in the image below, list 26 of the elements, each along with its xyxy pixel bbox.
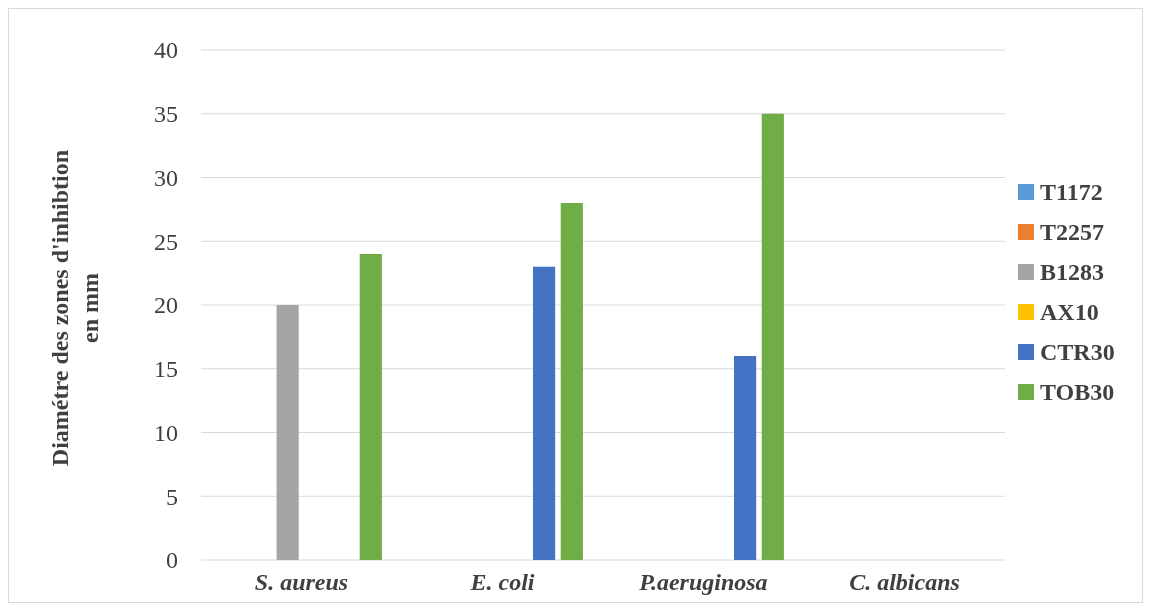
x-tick-label: P.aeruginosa <box>638 569 768 595</box>
x-tick-label: S. aureus <box>254 569 349 595</box>
bar <box>359 254 382 560</box>
y-axis-title: Diamétre des zones d'inhibtion en mm <box>47 149 103 467</box>
bar <box>276 305 299 560</box>
x-tick-label: E. coli <box>469 569 535 595</box>
y-tick-label: 10 <box>154 419 178 446</box>
legend-label: T2257 <box>1040 219 1105 246</box>
legend-label: CTR30 <box>1040 339 1115 366</box>
y-tick-label: 5 <box>166 483 178 510</box>
bar <box>560 203 583 560</box>
y-tick-label: 35 <box>154 101 178 128</box>
y-tick-label: 0 <box>166 547 178 574</box>
legend-label: TOB30 <box>1040 379 1115 406</box>
y-tick-label: 20 <box>154 292 178 319</box>
bar <box>734 356 757 560</box>
y-tick-label: 15 <box>154 356 178 383</box>
x-tick-label: C. albicans <box>849 569 960 595</box>
y-tick-label: 30 <box>154 164 178 191</box>
y-tick-label: 40 <box>154 37 178 64</box>
y-tick-label: 25 <box>154 228 178 255</box>
bar <box>761 113 784 560</box>
legend-label: AX10 <box>1040 299 1099 326</box>
bar <box>533 266 556 560</box>
legend-label: T1172 <box>1040 179 1103 206</box>
legend-label: B1283 <box>1040 259 1105 286</box>
